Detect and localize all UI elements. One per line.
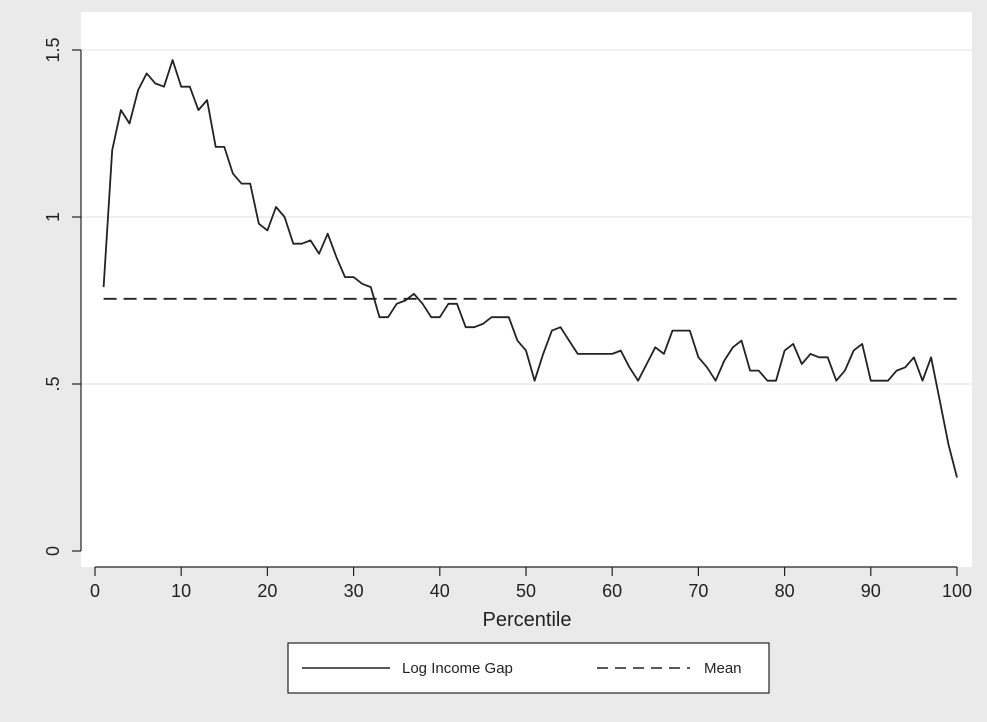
y-tick-label: 0 bbox=[43, 546, 63, 556]
grid-lines bbox=[81, 49, 972, 385]
x-tick-label: 80 bbox=[775, 581, 795, 601]
legend-label-mean: Mean bbox=[704, 660, 742, 677]
series-layer bbox=[102, 59, 958, 478]
y-tick-label: 1 bbox=[43, 212, 63, 222]
x-tick-label: 40 bbox=[430, 581, 450, 601]
x-tick-label: 70 bbox=[688, 581, 708, 601]
y-tick-label: .5 bbox=[43, 376, 63, 391]
plot-background bbox=[81, 12, 972, 567]
x-tick-label: 0 bbox=[90, 581, 100, 601]
x-tick-label: 20 bbox=[257, 581, 277, 601]
x-tick-label: 60 bbox=[602, 581, 622, 601]
y-tick-label: 1.5 bbox=[43, 37, 63, 62]
x-axis: 0 10 20 30 40 50 60 70 80 90 100 bbox=[90, 566, 972, 601]
legend-label-log-income-gap: Log Income Gap bbox=[402, 660, 513, 677]
x-tick-label: 30 bbox=[344, 581, 364, 601]
x-tick-label: 10 bbox=[171, 581, 191, 601]
x-tick-label: 100 bbox=[942, 581, 972, 601]
x-tick-label: 50 bbox=[516, 581, 536, 601]
y-axis: 0 .5 1 1.5 bbox=[43, 37, 82, 556]
x-tick-label: 90 bbox=[861, 581, 881, 601]
x-axis-title: Percentile bbox=[483, 609, 572, 631]
legend: Log Income Gap Mean bbox=[287, 642, 770, 694]
series-line-log-income-gap bbox=[102, 59, 958, 478]
